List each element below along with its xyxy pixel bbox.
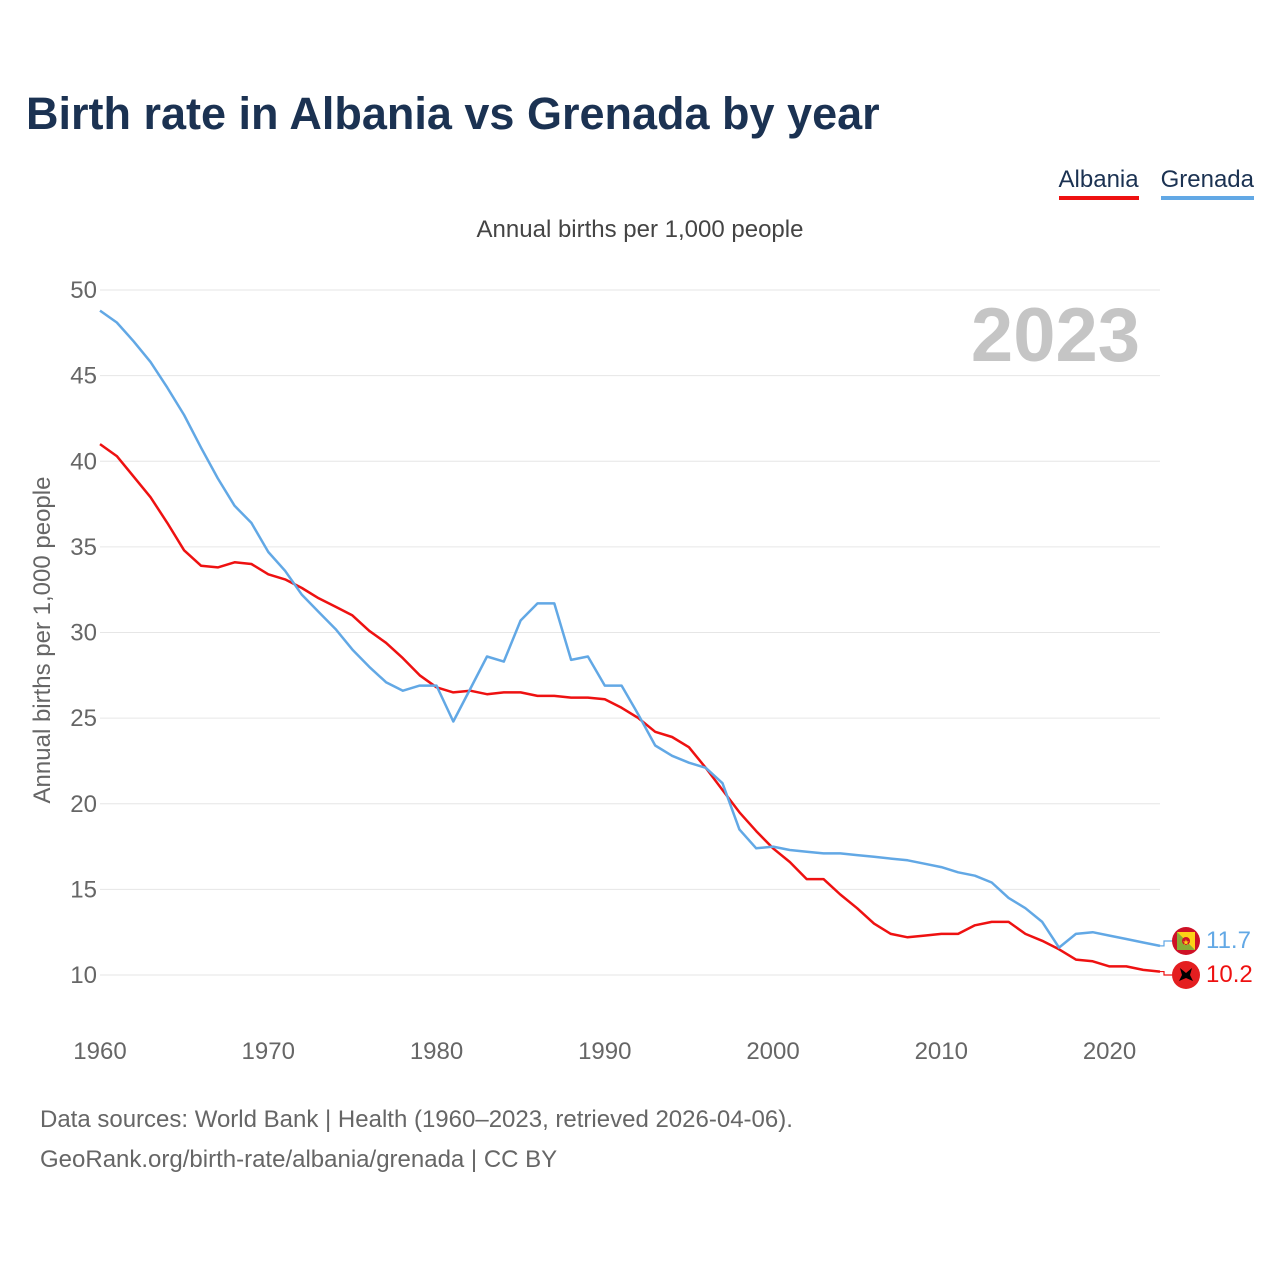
x-tick-label-1980: 1980: [410, 1038, 463, 1065]
y-tick-label-15: 15: [70, 876, 97, 903]
y-axis-label: Annual births per 1,000 people: [29, 477, 56, 804]
y-tick-label-20: 20: [70, 791, 97, 818]
end-connector-grenada: [1160, 940, 1172, 947]
x-tick-label-1960: 1960: [73, 1038, 126, 1065]
legend-item-grenada[interactable]: Grenada: [1160, 166, 1254, 200]
y-tick-label-25: 25: [70, 705, 97, 732]
x-tick-label-2020: 2020: [1083, 1038, 1136, 1065]
grenada-end-label: 11.7: [1206, 927, 1251, 954]
y-tick-label-10: 10: [70, 962, 97, 989]
x-tick-label-2000: 2000: [746, 1038, 799, 1065]
series-lines: [99, 309, 1172, 976]
series-line-albania[interactable]: [99, 443, 1161, 973]
footer-sources: Data sources: World Bank | Health (1960–…: [40, 1106, 793, 1133]
chart-legend: Albania Grenada: [1058, 166, 1254, 200]
gridlines: [100, 289, 1160, 976]
x-axis-ticks: 1960 1970 1980 1990 2000 2010 2020: [73, 1038, 1136, 1065]
y-tick-label-35: 35: [70, 534, 97, 561]
series-line-grenada[interactable]: [99, 309, 1161, 949]
x-tick-label-1990: 1990: [578, 1038, 631, 1065]
grenada-flag-icon: ★: [1172, 927, 1200, 955]
x-tick-label-2010: 2010: [915, 1038, 968, 1065]
end-connector-albania: [1160, 970, 1172, 976]
y-tick-label-50: 50: [70, 277, 97, 304]
chart-subtitle: Annual births per 1,000 people: [476, 216, 804, 243]
footer-credit: GeoRank.org/birth-rate/albania/grenada |…: [40, 1146, 558, 1173]
svg-text:★: ★: [1182, 938, 1189, 947]
albania-flag-icon: [1172, 961, 1200, 989]
x-tick-label-1970: 1970: [242, 1038, 295, 1065]
y-axis-ticks: 10 15 20 25 30 35 40 45 50: [70, 277, 97, 989]
y-tick-label-30: 30: [70, 620, 97, 647]
albania-end-label: 10.2: [1206, 961, 1253, 988]
current-year-watermark: 2023: [970, 293, 1140, 378]
series-end-markers: ★ 11.7 10.2: [1172, 927, 1253, 989]
legend-item-albania[interactable]: Albania: [1058, 166, 1139, 200]
page-title: Birth rate in Albania vs Grenada by year: [26, 88, 880, 139]
y-tick-label-40: 40: [70, 448, 97, 475]
y-tick-label-45: 45: [70, 363, 97, 390]
